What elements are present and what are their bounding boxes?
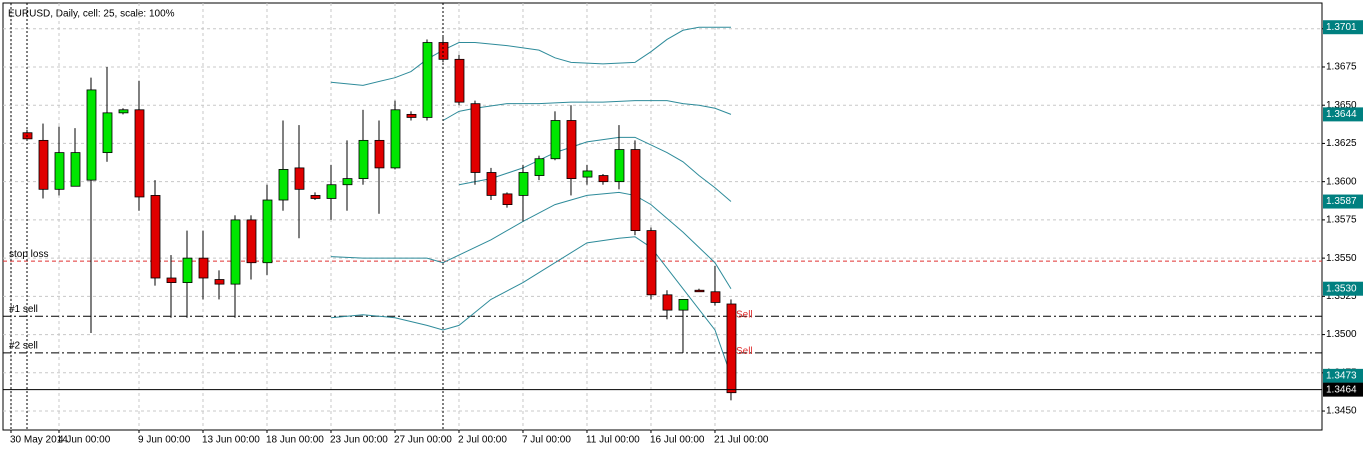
- x-tick-label: 21 Jul 00:00: [714, 435, 769, 446]
- candle-body: [214, 279, 225, 285]
- candle-body: [342, 178, 353, 186]
- price-box-label: 1.3587: [1326, 196, 1357, 207]
- y-tick-label: 1.3675: [1326, 62, 1357, 73]
- price-box: [1323, 107, 1363, 122]
- candle-body: [614, 149, 625, 183]
- candle-body: [230, 219, 241, 285]
- x-tick-label: 16 Jul 00:00: [650, 435, 705, 446]
- candle-body: [662, 294, 673, 311]
- candle-body: [294, 167, 305, 190]
- candle-body: [470, 103, 481, 173]
- price-box-label: 1.3701: [1326, 22, 1357, 33]
- price-box: [1323, 194, 1363, 209]
- candle-body: [486, 172, 497, 196]
- price-box: [1323, 20, 1363, 35]
- y-tick-label: 1.3550: [1326, 253, 1357, 264]
- x-tick-label: 30 May 2014: [10, 435, 68, 446]
- candle-body: [550, 120, 561, 160]
- annotation: Sell: [736, 309, 753, 320]
- candle-body: [198, 257, 209, 279]
- candle-body: [582, 170, 593, 178]
- y-tick-label: 1.3575: [1326, 215, 1357, 226]
- candle-body: [630, 149, 641, 231]
- candle-body: [358, 139, 369, 180]
- chart-title: EURUSD, Daily, cell: 25, scale: 100%: [8, 9, 175, 20]
- band-line: [330, 236, 732, 377]
- candle-body: [278, 169, 289, 201]
- candle-body: [406, 113, 417, 118]
- candle-body: [518, 172, 529, 196]
- annotation: Sell: [736, 346, 753, 357]
- candle-body: [246, 219, 257, 264]
- y-tick-label: 1.3525: [1326, 291, 1357, 302]
- candle-body: [70, 152, 81, 187]
- y-tick-label: 1.3650: [1326, 100, 1357, 111]
- x-tick-label: 9 Jun 00:00: [138, 435, 191, 446]
- candle-body: [502, 193, 513, 206]
- price-box: [1323, 281, 1363, 296]
- x-tick-label: 7 Jul 00:00: [522, 435, 571, 446]
- y-tick-label: 1.3500: [1326, 329, 1357, 340]
- band-line: [330, 191, 732, 289]
- price-box: [1323, 382, 1363, 397]
- x-tick-label: 4 Jun 00:00: [58, 435, 111, 446]
- candle-body: [326, 184, 337, 199]
- price-box-label: 1.3464: [1326, 384, 1357, 395]
- candle-body: [566, 120, 577, 180]
- candle-body: [694, 289, 705, 293]
- y-tick-label: 1.3625: [1326, 138, 1357, 149]
- plot-frame: [2, 2, 1323, 431]
- candle-body: [102, 112, 113, 154]
- candle-body: [182, 257, 193, 283]
- candle-body: [54, 152, 65, 190]
- band-line: [330, 26, 731, 86]
- x-tick-label: 23 Jun 00:00: [330, 435, 388, 446]
- candle-body: [118, 109, 129, 114]
- candle-body: [38, 139, 49, 190]
- candle-body: [726, 303, 737, 394]
- candle-body: [710, 291, 721, 303]
- candle-body: [454, 58, 465, 103]
- candle-body: [422, 42, 433, 118]
- x-tick-label: 18 Jun 00:00: [266, 435, 324, 446]
- candle-body: [390, 109, 401, 169]
- candle-body: [678, 299, 689, 311]
- y-tick-label: 1.3450: [1326, 406, 1357, 417]
- candle-body: [646, 230, 657, 296]
- x-tick-label: 27 Jun 00:00: [394, 435, 452, 446]
- level-label: #1 sell: [9, 304, 38, 315]
- candle-body: [534, 158, 545, 176]
- level-label: #2 sell: [9, 341, 38, 352]
- candle-body: [310, 195, 321, 199]
- candle-body: [86, 89, 97, 181]
- y-tick-label: 1.3600: [1326, 176, 1357, 187]
- x-tick-label: 2 Jul 00:00: [458, 435, 507, 446]
- price-box: [1323, 368, 1363, 383]
- candle-body: [374, 139, 385, 169]
- candle-body: [134, 109, 145, 198]
- price-box-label: 1.3530: [1326, 283, 1357, 294]
- x-tick-label: 13 Jun 00:00: [202, 435, 260, 446]
- candle-body: [598, 175, 609, 183]
- candle-body: [150, 195, 161, 279]
- price-box-label: 1.3473: [1326, 371, 1357, 382]
- x-tick-label: 11 Jul 00:00: [586, 435, 640, 446]
- candle-body: [166, 277, 177, 283]
- level-label: stop loss: [9, 249, 48, 260]
- price-box-label: 1.3644: [1326, 109, 1357, 120]
- candle-body: [262, 199, 273, 264]
